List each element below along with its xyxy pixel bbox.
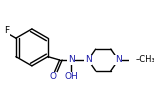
- Text: O: O: [49, 72, 56, 81]
- Text: N: N: [115, 55, 122, 64]
- Text: N: N: [68, 55, 75, 64]
- Text: –CH₃: –CH₃: [135, 55, 154, 64]
- Text: F: F: [5, 26, 10, 35]
- Text: OH: OH: [65, 72, 78, 81]
- Text: N: N: [85, 55, 91, 64]
